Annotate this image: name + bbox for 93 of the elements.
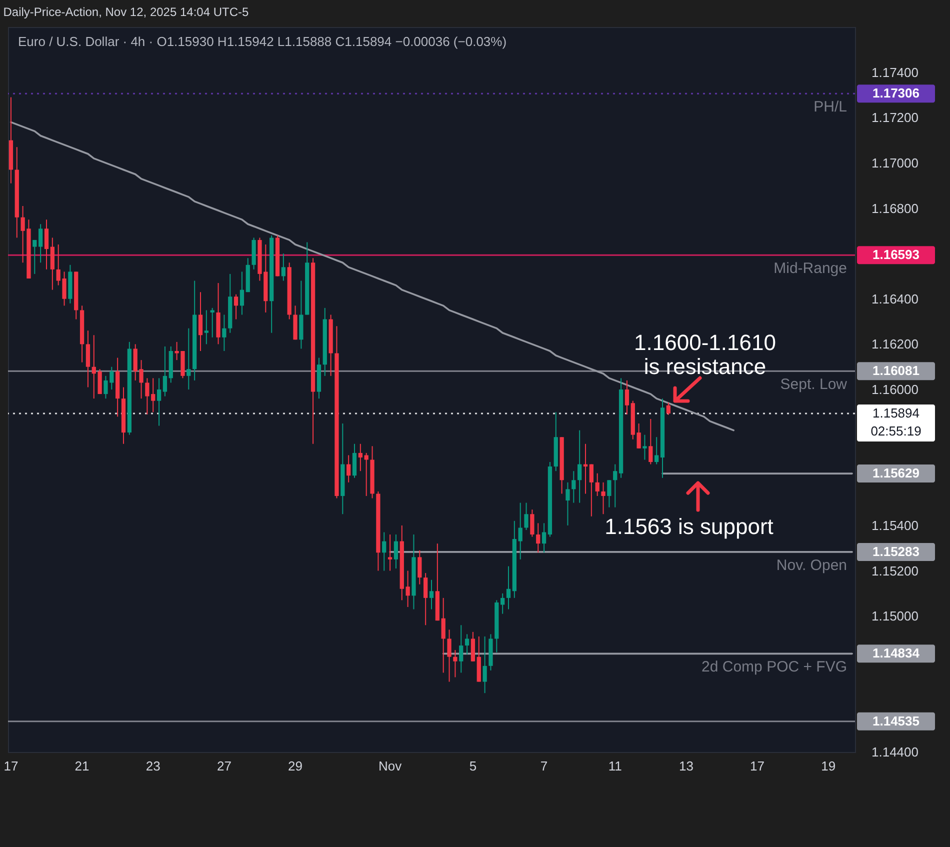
candlestick <box>536 522 540 554</box>
candlestick <box>204 310 208 345</box>
text: Euro / U.S. Dollar · 4h · O1.15930 H1.15942 L1.15888 C1.15894 −0.00036 (−0.03%) <box>18 34 507 49</box>
candlestick <box>358 443 362 472</box>
candlestick <box>566 482 570 526</box>
candlestick <box>382 532 386 572</box>
y-tick-label: 1.16081 <box>872 363 920 378</box>
candlestick <box>601 482 606 515</box>
candlestick <box>352 443 357 478</box>
y-tick-label: 1.16593 <box>872 247 920 262</box>
candlestick <box>459 624 464 674</box>
candlestick <box>666 402 670 416</box>
candlestick <box>198 292 203 352</box>
x-tick-label: 27 <box>216 758 232 774</box>
candlestick <box>162 346 168 397</box>
x-tick-label: 21 <box>74 758 90 774</box>
candlestick <box>453 650 458 678</box>
candlestick <box>589 464 594 517</box>
x-tick-label: 7 <box>540 758 548 774</box>
y-tick-label: 1.17000 <box>872 155 918 170</box>
y-tick-label: 1.14535 <box>872 713 920 728</box>
candlestick <box>595 472 600 496</box>
candlestick <box>482 636 487 694</box>
candlestick <box>642 434 647 460</box>
text: 02:55:19 <box>870 424 922 439</box>
candlestick <box>624 380 630 415</box>
candlestick <box>429 579 434 610</box>
candlestick <box>613 464 618 508</box>
candlestick <box>44 219 49 270</box>
candlestick <box>234 294 238 320</box>
candlestick <box>394 534 398 569</box>
y-tick-label: 1.15000 <box>872 608 918 624</box>
candlestick <box>506 566 511 610</box>
annotation: 1.1563 is support <box>604 514 774 539</box>
candlestick <box>32 239 37 274</box>
y-tick-label: 1.16000 <box>872 382 918 397</box>
candlestick <box>156 378 162 426</box>
y-tick-label: 1.16200 <box>872 336 918 352</box>
candlestick <box>418 550 422 585</box>
ref-line-label: PH/L <box>814 98 847 116</box>
x-tick-label: 23 <box>146 758 160 774</box>
candlestick <box>441 597 446 674</box>
ref-line-label: Sept. Low <box>780 376 848 394</box>
y-tick-label: 1.16400 <box>872 291 918 306</box>
candlestick <box>240 271 244 316</box>
candlestick <box>500 592 505 614</box>
y-tick-label: 1.15283 <box>872 544 920 559</box>
x-tick-label: 29 <box>288 758 303 774</box>
candlestick <box>470 631 476 662</box>
candlestick <box>518 502 522 560</box>
y-tick-label: 1.15400 <box>872 518 918 533</box>
ref-line-label: Mid-Range <box>774 260 847 278</box>
candlestick <box>388 534 392 572</box>
candlestick <box>222 314 226 352</box>
candlestick <box>186 328 191 390</box>
candlestick <box>424 572 428 626</box>
candlestick <box>572 470 576 504</box>
candlestick <box>648 418 653 465</box>
x-tick-label: 5 <box>469 758 477 774</box>
x-tick-label: 17 <box>750 758 765 774</box>
candlestick <box>542 522 546 554</box>
y-tick-label: 1.15629 <box>872 466 920 481</box>
y-tick-label: 1.16800 <box>872 200 918 216</box>
candlestick <box>464 634 470 656</box>
candlestick <box>607 480 612 508</box>
candlestick <box>281 253 286 282</box>
series-label: Nov. Open <box>776 556 847 574</box>
y-tick-label: 1.15200 <box>872 563 918 578</box>
candlestick <box>86 330 90 388</box>
x-tick-label: 13 <box>678 758 694 774</box>
y-tick-label: 1.17200 <box>872 110 918 126</box>
y-tick-label: 1.14400 <box>872 744 918 760</box>
candlestick <box>210 307 214 338</box>
x-tick-label: 11 <box>608 758 622 774</box>
annotation: 1.1600-1.1610 is resistance <box>634 330 776 379</box>
candlestick <box>50 237 54 290</box>
x-tick-label: 17 <box>4 758 18 774</box>
candlestick <box>524 502 528 530</box>
y-tick-label: 1.14834 <box>872 646 920 661</box>
x-tick-label: Nov <box>378 758 402 774</box>
chart-title: Daily-Price-Action, Nov 12, 2025 14:04 UTC-5 <box>3 5 249 19</box>
series-label: 2d Comp POC + FVG <box>702 658 847 676</box>
candlestick <box>530 509 534 538</box>
candlestick <box>654 436 659 465</box>
candlestick <box>346 454 351 483</box>
candlestick <box>447 629 452 682</box>
candlestick <box>364 452 368 496</box>
x-tick-label: 19 <box>821 758 836 774</box>
candlestick <box>578 430 582 504</box>
candlestick <box>38 224 43 264</box>
y-tick-label: 1.17400 <box>872 64 918 80</box>
y-tick-label: 1.15894 <box>872 406 920 421</box>
y-tick-label: 1.17306 <box>872 86 920 101</box>
